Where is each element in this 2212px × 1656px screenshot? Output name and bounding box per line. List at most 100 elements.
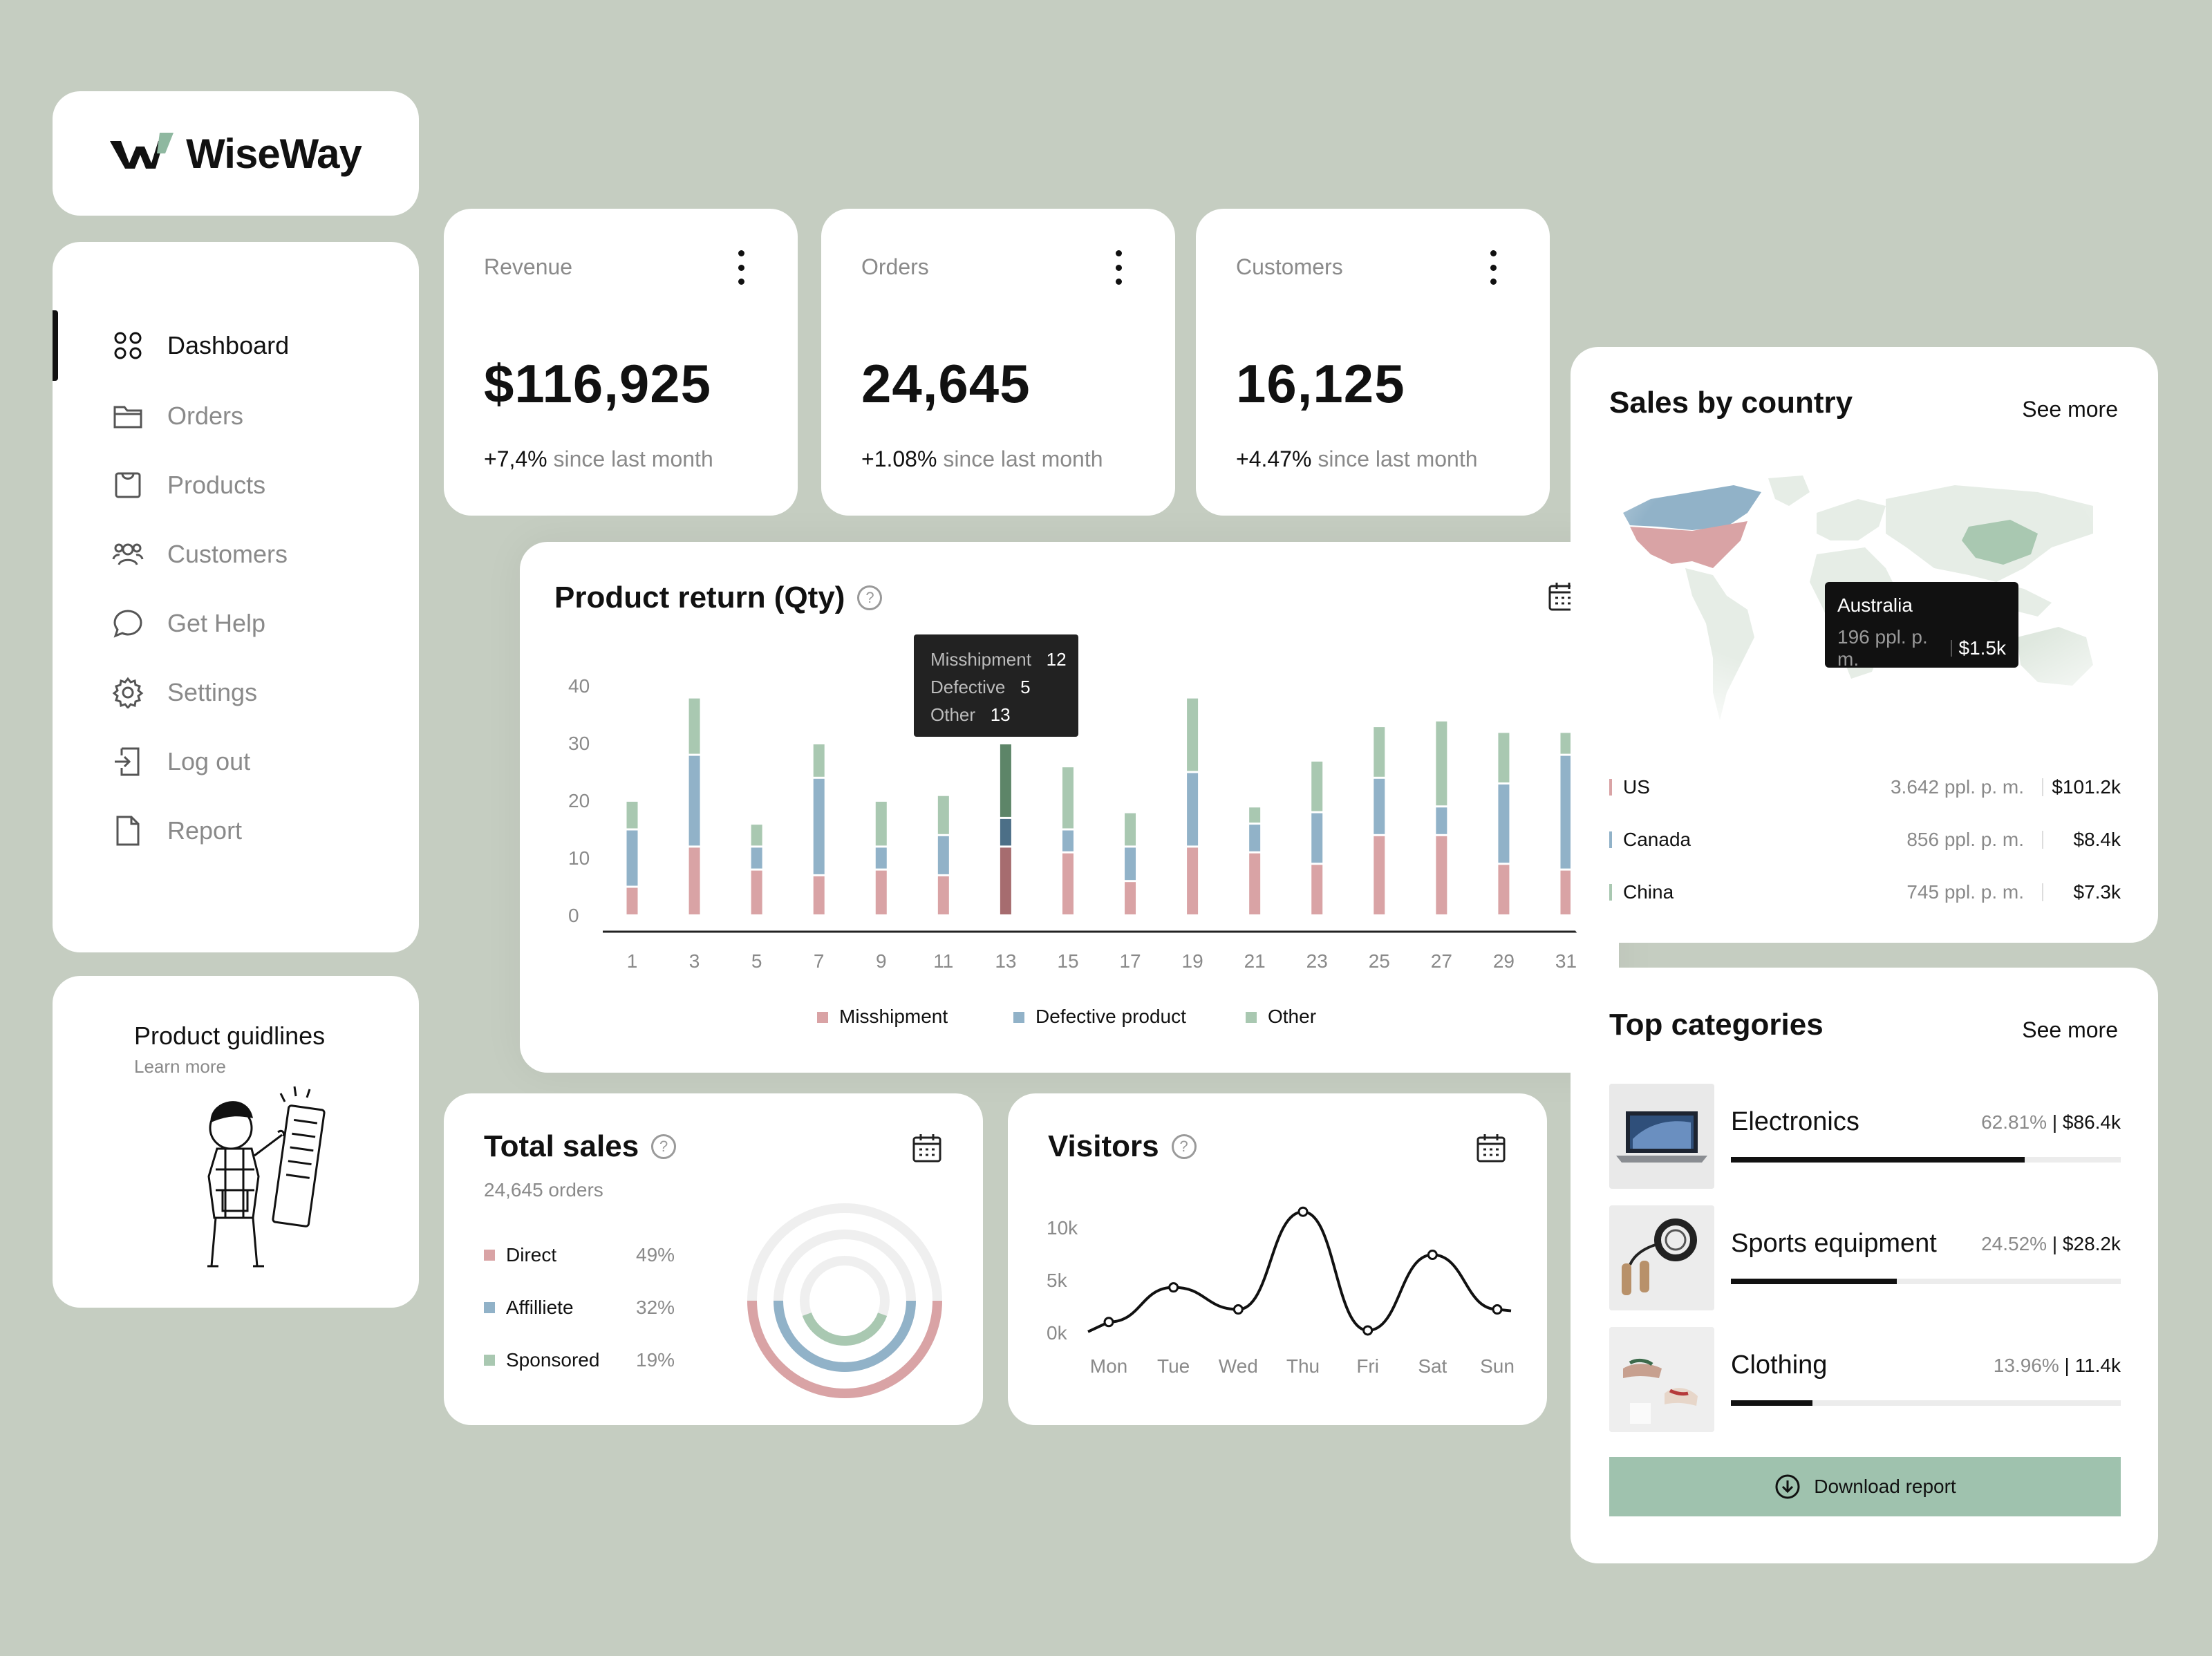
bar-segment-defective-product[interactable] <box>1249 825 1261 851</box>
bar-segment-defective-product[interactable] <box>1436 807 1447 834</box>
bar-segment-other[interactable] <box>1062 767 1074 829</box>
bar-segment-misshipment[interactable] <box>626 887 638 915</box>
bar-segment-misshipment[interactable] <box>751 870 762 914</box>
donut-arc-direct[interactable] <box>747 1203 942 1398</box>
bar-segment-misshipment[interactable] <box>1000 847 1011 914</box>
bar-segment-other[interactable] <box>626 802 638 829</box>
bar-segment-defective-product[interactable] <box>1560 755 1572 869</box>
sidebar-item-customers[interactable]: Customers <box>53 527 419 582</box>
bar-segment-defective-product[interactable] <box>626 830 638 886</box>
download-report-button[interactable]: Download report <box>1609 1457 2121 1516</box>
bar-segment-other[interactable] <box>1000 744 1011 817</box>
bar-segment-defective-product[interactable] <box>1062 830 1074 851</box>
sidebar-item-log-out[interactable]: Log out <box>53 734 419 789</box>
bar-segment-other[interactable] <box>937 796 949 834</box>
bar-segment-defective-product[interactable] <box>1187 773 1199 846</box>
visitors-point[interactable] <box>1492 1304 1503 1315</box>
wiseway-logo-icon <box>110 133 174 169</box>
bar-segment-defective-product[interactable] <box>1311 813 1323 863</box>
bar-segment-defective-product[interactable] <box>875 847 887 869</box>
bar-segment-defective-product[interactable] <box>1125 847 1136 881</box>
calendar-icon[interactable] <box>1475 1132 1507 1164</box>
category-stat: 13.96% | 11.4k <box>1993 1355 2121 1376</box>
visitors-point[interactable] <box>1297 1206 1309 1217</box>
visitors-point[interactable] <box>1362 1325 1374 1336</box>
bar-segment-misshipment[interactable] <box>1187 847 1199 914</box>
more-vertical-icon[interactable] <box>1489 250 1497 285</box>
total-sales-title-text: Total sales <box>484 1129 639 1163</box>
bar-segment-defective-product[interactable] <box>813 778 825 874</box>
bar-segment-misshipment[interactable] <box>1062 853 1074 914</box>
bar-segment-other[interactable] <box>1498 733 1510 783</box>
visitors-point[interactable] <box>1103 1317 1114 1328</box>
bag-icon <box>115 472 141 498</box>
bar-segment-misshipment[interactable] <box>875 870 887 914</box>
see-more-link[interactable]: See more <box>2022 397 2118 422</box>
sidebar-item-dashboard[interactable]: Dashboard <box>53 310 419 381</box>
bar-segment-defective-product[interactable] <box>937 836 949 874</box>
bar-segment-misshipment[interactable] <box>1311 865 1323 914</box>
see-more-link[interactable]: See more <box>2022 1017 2118 1042</box>
category-row-electronics[interactable]: Electronics 62.81% | $86.4k <box>1609 1084 2121 1190</box>
sidebar-item-orders[interactable]: Orders <box>53 388 419 444</box>
sidebar-item-get-help[interactable]: Get Help <box>53 596 419 651</box>
bar-segment-other[interactable] <box>688 698 700 754</box>
x-tick-label: Sat <box>1418 1355 1447 1377</box>
document-icon <box>116 816 140 846</box>
bar-segment-misshipment[interactable] <box>1249 853 1261 914</box>
kpi-change: +1.08% since last month <box>861 446 1103 472</box>
bar-segment-misshipment[interactable] <box>1374 836 1385 914</box>
sidebar-item-report[interactable]: Report <box>53 803 419 858</box>
country-row-china[interactable]: China 745 ppl. p. m. $7.3k <box>1609 875 2121 910</box>
bar-segment-misshipment[interactable] <box>937 876 949 914</box>
map-tooltip-country: Australia <box>1837 594 1913 616</box>
bar-segment-other[interactable] <box>1187 698 1199 771</box>
bar-segment-other[interactable] <box>875 802 887 846</box>
legend-swatch <box>1246 1012 1257 1023</box>
more-vertical-icon[interactable] <box>1114 250 1123 285</box>
bar-segment-other[interactable] <box>751 825 762 846</box>
help-icon[interactable]: ? <box>651 1134 677 1159</box>
guidelines-card[interactable]: Product guidlines Learn more <box>53 976 419 1308</box>
bar-segment-misshipment[interactable] <box>1560 870 1572 914</box>
category-row-sports-equipment[interactable]: Sports equipment 24.52% | $28.2k <box>1609 1205 2121 1312</box>
more-vertical-icon[interactable] <box>737 250 745 285</box>
sidebar-item-products[interactable]: Products <box>53 458 419 513</box>
sidebar-item-settings[interactable]: Settings <box>53 665 419 720</box>
category-row-clothing[interactable]: Clothing 13.96% | 11.4k <box>1609 1327 2121 1433</box>
bar-segment-misshipment[interactable] <box>1436 836 1447 914</box>
legend-swatch <box>817 1012 828 1023</box>
bar-segment-misshipment[interactable] <box>1498 865 1510 914</box>
donut-arc-sponsored[interactable] <box>794 1250 896 1352</box>
bar-segment-other[interactable] <box>1374 727 1385 777</box>
help-icon[interactable]: ? <box>1171 1134 1197 1159</box>
visitors-point[interactable] <box>1427 1250 1438 1261</box>
bar-segment-other[interactable] <box>1436 721 1447 806</box>
donut-arc-affilliete[interactable] <box>774 1230 916 1372</box>
product-return-title-text: Product return (Qty) <box>554 581 845 614</box>
visitors-point[interactable] <box>1232 1304 1244 1315</box>
bar-segment-defective-product[interactable] <box>688 755 700 846</box>
bar-segment-misshipment[interactable] <box>688 847 700 914</box>
bar-segment-other[interactable] <box>1560 733 1572 754</box>
bar-segment-defective-product[interactable] <box>751 847 762 869</box>
visitors-point[interactable] <box>1168 1282 1179 1293</box>
bar-segment-other[interactable] <box>1311 761 1323 811</box>
bar-segment-defective-product[interactable] <box>1374 778 1385 834</box>
x-tick-label: Fri <box>1356 1355 1379 1377</box>
bar-segment-misshipment[interactable] <box>813 876 825 914</box>
calendar-icon[interactable] <box>911 1132 943 1164</box>
learn-more-link[interactable]: Learn more <box>134 1056 226 1077</box>
kpi-change-pct: +7,4% <box>484 446 547 471</box>
category-stat: 24.52% | $28.2k <box>1981 1233 2121 1254</box>
bar-segment-other[interactable] <box>1125 813 1136 846</box>
kpi-value: 16,125 <box>1236 353 1405 414</box>
bar-segment-other[interactable] <box>813 744 825 777</box>
bar-segment-defective-product[interactable] <box>1498 784 1510 863</box>
bar-segment-misshipment[interactable] <box>1125 882 1136 914</box>
country-row-canada[interactable]: Canada 856 ppl. p. m. $8.4k <box>1609 822 2121 857</box>
bar-segment-other[interactable] <box>1249 807 1261 823</box>
country-row-us[interactable]: US 3.642 ppl. p. m. $101.2k <box>1609 770 2121 805</box>
help-icon[interactable]: ? <box>857 585 883 610</box>
bar-segment-defective-product[interactable] <box>1000 818 1011 846</box>
